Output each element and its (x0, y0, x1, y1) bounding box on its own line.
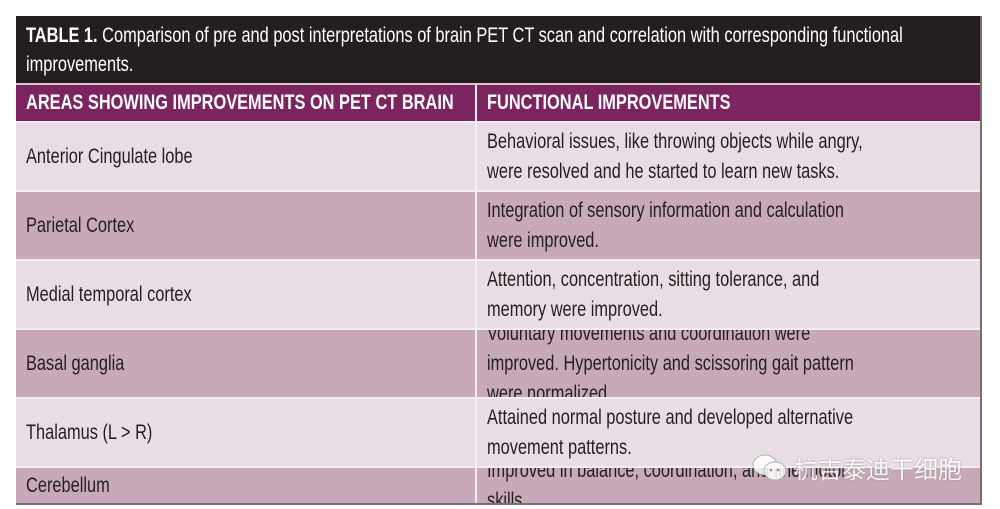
column-header-areas: AREAS SHOWING IMPROVEMENTS ON PET CT BRA… (26, 91, 454, 114)
area-cell: Thalamus (L > R) (26, 420, 153, 444)
improvement-cell: Voluntary movements and coordination wer… (487, 330, 854, 397)
improvement-cell: Integration of sensory information and c… (487, 198, 844, 252)
table-caption: TABLE 1. Comparison of pre and post inte… (16, 16, 980, 83)
table-row: Basal ganglia Voluntary movements and co… (16, 328, 980, 397)
column-header-functional: FUNCTIONAL IMPROVEMENTS (487, 91, 731, 114)
area-cell: Parietal Cortex (26, 213, 135, 237)
area-cell: Basal ganglia (26, 351, 125, 375)
data-table: TABLE 1. Comparison of pre and post inte… (16, 16, 982, 505)
watermark-text: 杭吉泰迪干细胞 (794, 457, 962, 484)
table-row: Cerebellum Improved in balance, coordina… (16, 466, 980, 503)
area-cell: Anterior Cingulate lobe (26, 144, 193, 168)
wechat-icon (752, 454, 787, 480)
caption-text: Comparison of pre and post interpretatio… (26, 24, 903, 76)
table-row: Parietal Cortex Integration of sensory i… (16, 190, 980, 259)
table-row: Medial temporal cortex Attention, concen… (16, 259, 980, 328)
caption-label: TABLE 1. (26, 24, 98, 47)
table-header: AREAS SHOWING IMPROVEMENTS ON PET CT BRA… (16, 83, 980, 121)
improvement-cell: Attained normal posture and developed al… (487, 405, 854, 459)
watermark: 杭吉泰迪干细胞 (752, 450, 962, 485)
area-cell: Medial temporal cortex (26, 282, 192, 306)
area-cell: Cerebellum (26, 473, 110, 497)
improvement-cell: Behavioral issues, like throwing objects… (487, 129, 863, 183)
table-row: Thalamus (L > R) Attained normal posture… (16, 397, 980, 466)
table-row: Anterior Cingulate lobe Behavioral issue… (16, 121, 980, 190)
improvement-cell: Attention, concentration, sitting tolera… (487, 267, 820, 321)
